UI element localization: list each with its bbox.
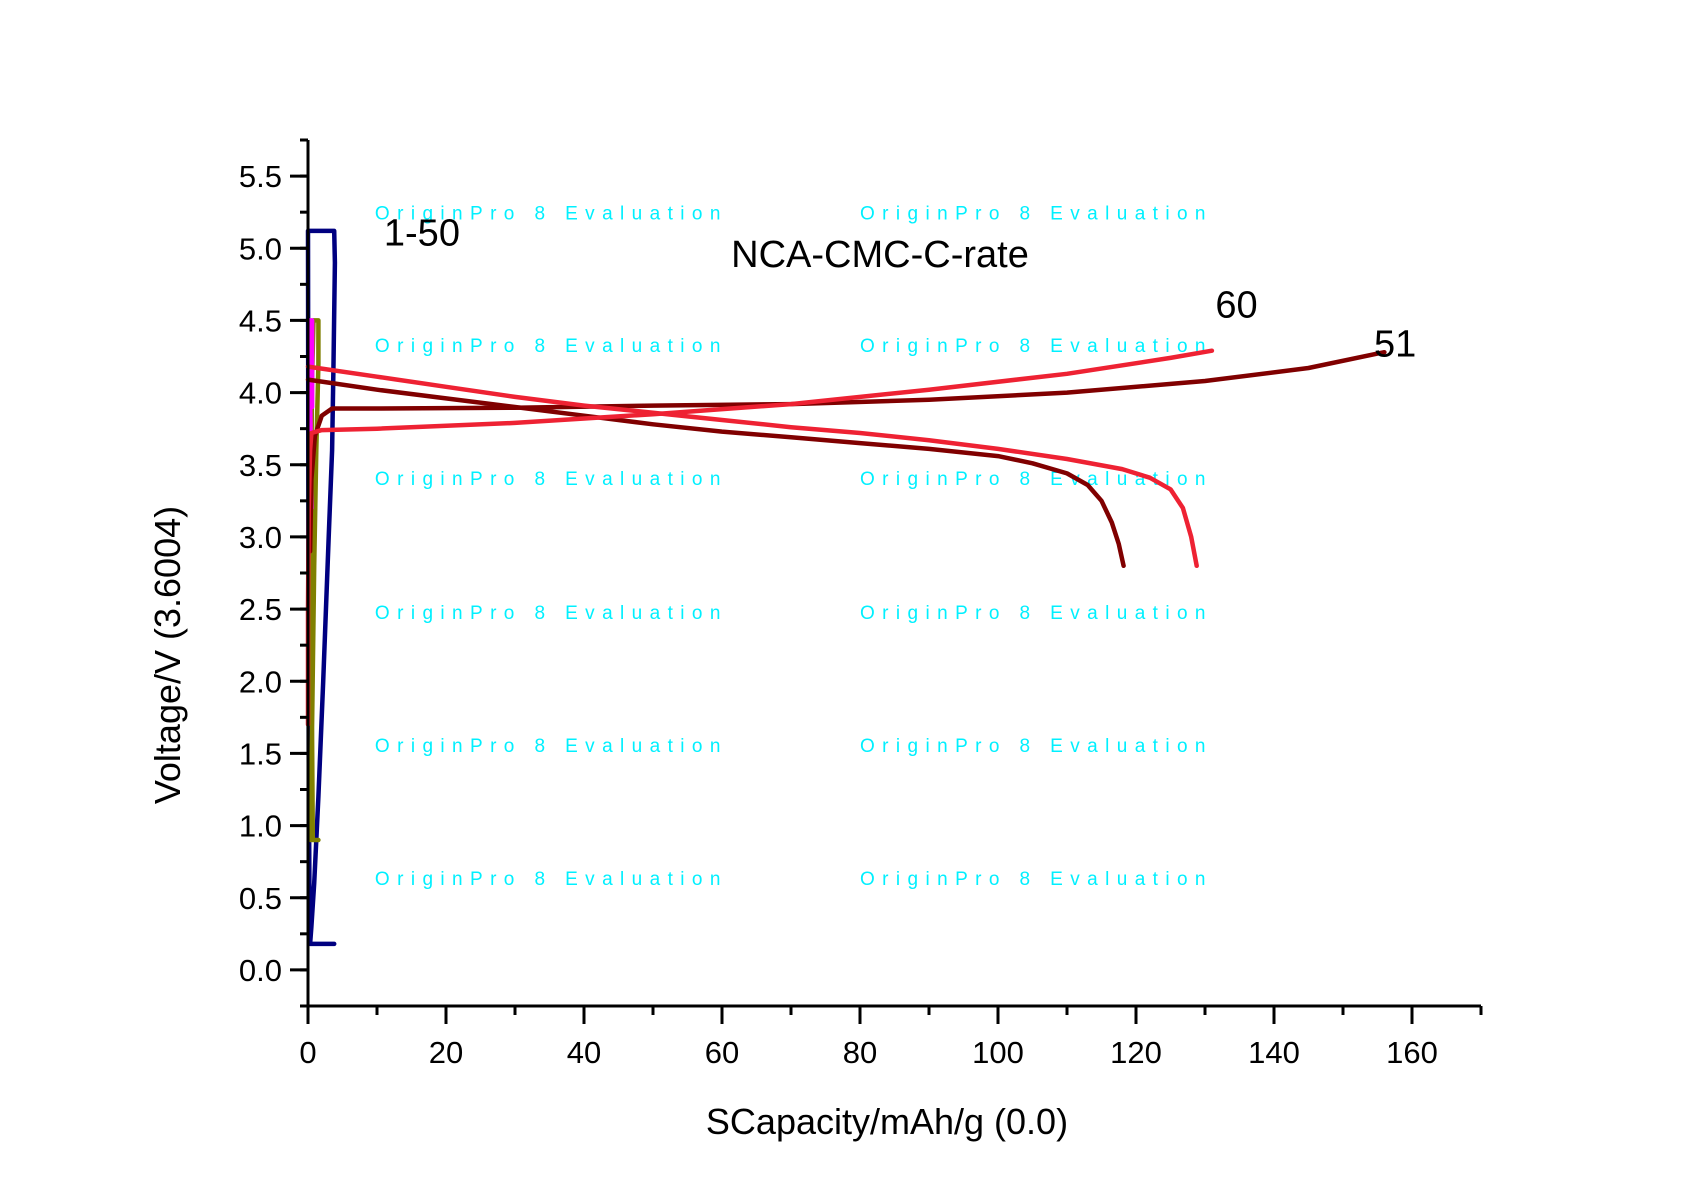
x-tick-label: 120 (1110, 1035, 1162, 1070)
y-tick-label: 4.0 (239, 376, 282, 411)
annotations: 1-50 60 51 (384, 212, 1416, 365)
series-line (307, 349, 1387, 554)
y-tick-label: 1.5 (239, 736, 282, 771)
x-tick-label: 20 (429, 1035, 463, 1070)
watermark-text: OriginPro 8 Evaluation (375, 603, 728, 624)
x-tick-label: 160 (1386, 1035, 1438, 1070)
watermark-text: OriginPro 8 Evaluation (375, 203, 728, 224)
series-line (305, 364, 1199, 569)
chart-title: NCA-CMC-C-rate (731, 234, 1029, 276)
watermark-text: OriginPro 8 Evaluation (375, 736, 728, 757)
y-tick-label: 2.0 (239, 664, 282, 699)
axes: 0.0 0.5 1.0 1.5 2.0 2.5 3.0 3.5 4.0 4.5 5.0 5.5 0 20… (239, 138, 1483, 1070)
y-ticks: 0.0 0.5 1.0 1.5 2.0 2.5 3.0 3.5 4.0 4.5 5.0 5.5 (239, 138, 308, 1008)
series-line (308, 318, 321, 843)
y-tick-label: 0.5 (239, 881, 282, 916)
watermark-text: OriginPro 8 Evaluation (860, 603, 1213, 624)
curve-annotation: 51 (1374, 324, 1416, 366)
y-tick-label: 5.0 (239, 231, 282, 266)
x-ticks: 0 20 40 60 80 100 120 140 160 (299, 1006, 1483, 1070)
x-tick-label: 140 (1248, 1035, 1300, 1070)
curve-annotation: 60 (1215, 285, 1257, 327)
y-tick-label: 0.0 (239, 953, 282, 988)
watermark-text: OriginPro 8 Evaluation (375, 336, 728, 357)
y-axis-title: Voltage/V (3.6004) (147, 506, 188, 804)
watermark-text: OriginPro 8 Evaluation (375, 869, 728, 890)
y-tick-label: 3.5 (239, 448, 282, 483)
watermark-text: OriginPro 8 Evaluation (860, 469, 1213, 490)
y-tick-label: 1.0 (239, 809, 282, 844)
watermark-text: OriginPro 8 Evaluation (860, 336, 1213, 357)
x-axis-title: SCapacity/mAh/g (0.0) (706, 1101, 1068, 1142)
y-tick-label: 4.5 (239, 303, 282, 338)
x-tick-label: 0 (299, 1035, 316, 1070)
series-layer (305, 228, 1387, 947)
series-line (305, 377, 1126, 569)
watermark-text: OriginPro 8 Evaluation (860, 869, 1213, 890)
x-tick-label: 100 (972, 1035, 1024, 1070)
watermark-text: OriginPro 8 Evaluation (860, 203, 1213, 224)
watermark-text: OriginPro 8 Evaluation (860, 736, 1213, 757)
y-tick-label: 3.0 (239, 520, 282, 555)
watermark-text: OriginPro 8 Evaluation (375, 469, 728, 490)
x-tick-label: 40 (567, 1035, 601, 1070)
y-tick-label: 5.5 (239, 159, 282, 194)
x-tick-label: 60 (705, 1035, 739, 1070)
y-tick-label: 2.5 (239, 592, 282, 627)
watermark-layer: OriginPro 8 Evaluation OriginPro 8 Evalua… (375, 203, 1213, 890)
curve-annotation: 1-50 (384, 212, 460, 254)
x-tick-label: 80 (843, 1035, 877, 1070)
